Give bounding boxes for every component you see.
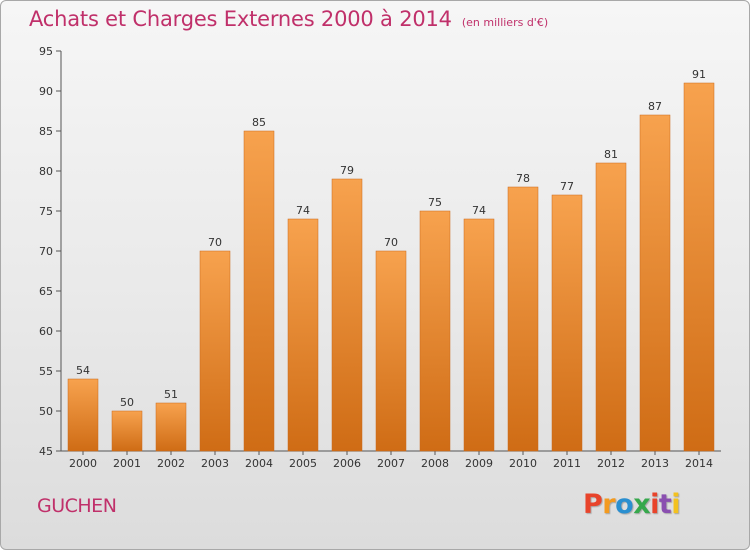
bar-value-label: 50	[120, 396, 134, 409]
x-tick-label: 2001	[113, 457, 141, 470]
chart-bars	[67, 82, 715, 452]
bar-value-label: 79	[340, 164, 354, 177]
bar-2001	[111, 410, 143, 452]
bar-2014	[683, 82, 715, 452]
bar-2004	[243, 130, 275, 452]
proxiti-logo: Proxiti	[583, 489, 681, 520]
y-tick-label: 95	[39, 45, 53, 58]
logo-letter: i	[650, 489, 659, 520]
bar-value-label: 85	[252, 116, 266, 129]
logo-letter: t	[658, 489, 672, 520]
x-tick-label: 2012	[597, 457, 625, 470]
bar-2013	[639, 114, 671, 452]
bar-2005	[287, 218, 319, 452]
bar-2003	[199, 250, 231, 452]
x-tick-label: 2008	[421, 457, 449, 470]
bar-2012	[595, 162, 627, 452]
logo-letter: o	[615, 489, 634, 520]
commune-name: GUCHEN	[37, 495, 117, 517]
y-tick-label: 80	[39, 165, 53, 178]
x-tick-label: 2013	[641, 457, 669, 470]
bar-2010	[507, 186, 539, 452]
y-tick-label: 60	[39, 325, 53, 338]
x-tick-label: 2009	[465, 457, 493, 470]
y-tick-label: 85	[39, 125, 53, 138]
x-tick-label: 2011	[553, 457, 581, 470]
logo-letter: x	[633, 489, 651, 520]
chart-title: Achats et Charges Externes 2000 à 2014	[29, 7, 452, 31]
bar-value-label: 77	[560, 180, 574, 193]
bar-2006	[331, 178, 363, 452]
x-tick-label: 2007	[377, 457, 405, 470]
x-tick-label: 2004	[245, 457, 273, 470]
x-tick-label: 2006	[333, 457, 361, 470]
bar-2000	[67, 378, 99, 452]
bar-value-label: 87	[648, 100, 662, 113]
x-tick-label: 2014	[685, 457, 713, 470]
x-tick-label: 2003	[201, 457, 229, 470]
x-tick-label: 2010	[509, 457, 537, 470]
bar-value-label: 51	[164, 388, 178, 401]
y-tick-label: 90	[39, 85, 53, 98]
x-tick-label: 2005	[289, 457, 317, 470]
y-tick-label: 70	[39, 245, 53, 258]
logo-letter: P	[583, 489, 603, 520]
logo-letter: i	[671, 489, 681, 520]
y-tick-label: 45	[39, 445, 53, 458]
bar-value-label: 54	[76, 364, 90, 377]
chart-unit: (en milliers d'€)	[461, 16, 549, 29]
bar-value-label: 70	[384, 236, 398, 249]
chart-labels: 54 2000 50 2001 51 2002 70 2003 85 2004 74 2005 79 20…	[69, 68, 713, 470]
bar-value-label: 74	[472, 204, 486, 217]
bar-2002	[155, 402, 187, 452]
bar-value-label: 78	[516, 172, 530, 185]
y-tick-label: 75	[39, 205, 53, 218]
bar-value-label: 74	[296, 204, 310, 217]
bar-value-label: 91	[692, 68, 706, 81]
bar-2009	[463, 218, 495, 452]
bar-2011	[551, 194, 583, 452]
logo-letter: r	[602, 489, 616, 520]
y-tick-label: 65	[39, 285, 53, 298]
bar-2008	[419, 210, 451, 452]
y-tick-label: 55	[39, 365, 53, 378]
y-tick-label: 50	[39, 405, 53, 418]
chart-title-block: Achats et Charges Externes 2000 à 2014 (e…	[29, 7, 548, 31]
bar-value-label: 70	[208, 236, 222, 249]
bar-value-label: 75	[428, 196, 442, 209]
x-tick-label: 2002	[157, 457, 185, 470]
bar-value-label: 81	[604, 148, 618, 161]
x-tick-label: 2000	[69, 457, 97, 470]
bar-2007	[375, 250, 407, 452]
